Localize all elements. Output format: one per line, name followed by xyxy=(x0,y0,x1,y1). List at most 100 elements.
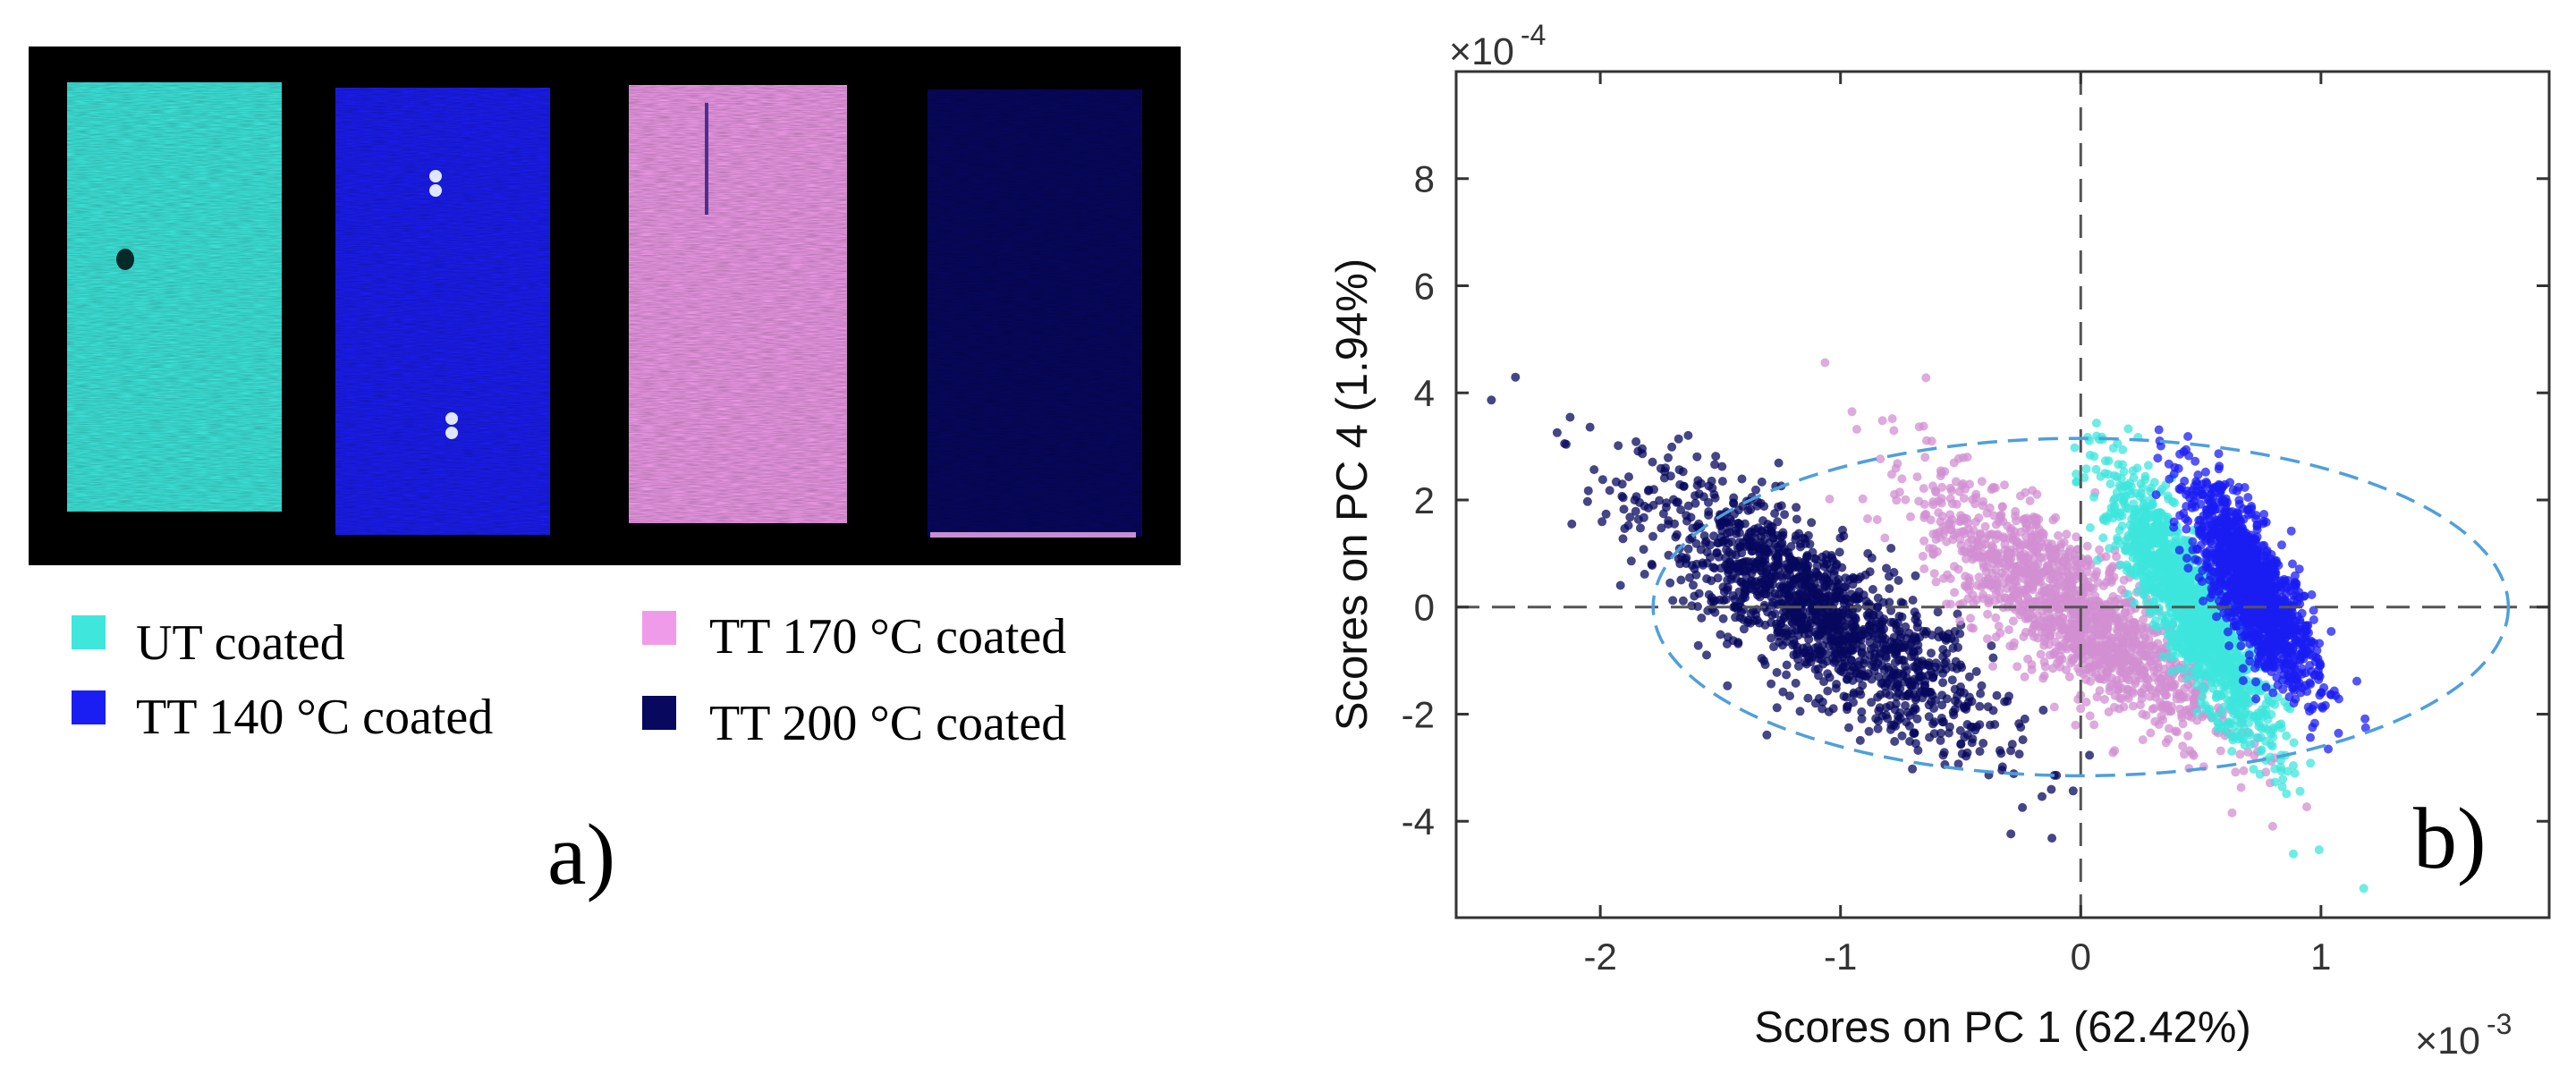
scatter-point xyxy=(2049,702,2059,712)
scatter-point xyxy=(2012,538,2021,547)
scatter-point xyxy=(1615,580,1625,590)
scatter-point xyxy=(1487,395,1496,405)
scatter-point xyxy=(2098,533,2108,543)
scatter-point xyxy=(1760,534,1770,544)
scatter-point xyxy=(2091,419,2101,428)
scatter-point xyxy=(2172,690,2182,699)
scatter-point xyxy=(2197,604,2207,614)
scatter-point xyxy=(2126,606,2136,615)
scatter-point xyxy=(1917,686,1927,696)
scatter-point xyxy=(2117,521,2127,530)
scatter-point xyxy=(1692,452,1702,462)
scatter-point xyxy=(1990,720,2000,729)
scatter-point xyxy=(2015,491,2025,501)
scatter-point xyxy=(1660,467,1670,477)
scatter-point xyxy=(2103,668,2113,678)
scatter-point xyxy=(1929,669,1939,679)
scatter-point xyxy=(1694,589,1704,598)
scatter-point xyxy=(1948,643,1958,653)
scatter-point xyxy=(1873,603,1883,613)
scatter-point xyxy=(2001,593,2010,603)
scatter-point xyxy=(1693,640,1703,650)
scatter-point xyxy=(2217,664,2227,673)
scatter-point xyxy=(2229,709,2239,719)
scatter-point xyxy=(1786,542,1796,551)
scatter-point xyxy=(2153,659,2163,669)
scatter-point xyxy=(2190,597,2200,606)
scatter-point xyxy=(1988,662,1997,671)
scatter-point xyxy=(2089,720,2099,730)
scatter-point xyxy=(1791,678,1801,688)
scatter-point xyxy=(1639,512,1648,522)
scatter-point xyxy=(1822,615,1832,625)
scatter-point xyxy=(2117,673,2127,683)
scatter-point xyxy=(1987,641,1996,650)
legend-item-tt140: TT 140 °C coated xyxy=(72,690,493,745)
scatter-point xyxy=(1936,736,1945,745)
scatter-point xyxy=(1710,596,1720,606)
scatter-point xyxy=(2082,567,2092,577)
scatter-point xyxy=(1678,596,1688,606)
scatter-point xyxy=(2039,671,2049,681)
scatter-point xyxy=(1670,519,1680,529)
scatter-point xyxy=(1742,532,1752,542)
scatter-point xyxy=(2180,749,2189,759)
scatter-point xyxy=(2267,698,2276,707)
scatter-point xyxy=(1898,598,1908,608)
scatter-point xyxy=(1881,641,1891,651)
scatter-point xyxy=(1709,531,1718,541)
scatter-point xyxy=(2159,677,2168,687)
scatter-point xyxy=(2235,686,2245,696)
scatter-point xyxy=(1757,477,1767,487)
scatter-point xyxy=(1744,562,1754,572)
scatter-point xyxy=(1801,659,1811,669)
scatter-point xyxy=(2326,627,2336,636)
scatter-point xyxy=(2062,597,2072,606)
scatter-point xyxy=(1864,726,1874,736)
scatter-point xyxy=(1674,497,1682,507)
scatter-point xyxy=(2250,750,2259,760)
scatter-point xyxy=(2274,720,2284,730)
scatter-point xyxy=(2183,432,2193,441)
scatter-point xyxy=(2150,553,2159,563)
scatter-point xyxy=(1938,668,1948,678)
scatter-point xyxy=(1724,568,1733,578)
scatter-point xyxy=(2183,711,2193,721)
scatter-point xyxy=(2289,738,2299,748)
scatter-point xyxy=(1780,584,1790,594)
scatter-point xyxy=(1963,518,1973,528)
scatter-point xyxy=(1902,717,1911,727)
scatter-point xyxy=(1815,630,1825,639)
scatter-point xyxy=(1699,531,1709,540)
scatter-point xyxy=(1839,596,1849,605)
scatter-point xyxy=(2085,656,2095,666)
scatter-point xyxy=(2076,704,2086,714)
specimen-ut xyxy=(67,82,282,512)
scatter-point xyxy=(2104,456,2114,466)
scatter-point xyxy=(1697,614,1707,622)
scatter-point xyxy=(1910,703,1919,713)
scatter-point xyxy=(2106,479,2115,488)
scatter-point xyxy=(2045,650,2055,660)
scatter-point xyxy=(1748,541,1758,551)
scatter-point xyxy=(2207,677,2216,687)
scatter-point xyxy=(1838,652,1848,662)
scatter-point xyxy=(1908,596,1918,605)
scatter-point xyxy=(1843,702,1852,711)
scatter-point xyxy=(2085,711,2095,721)
scatter-point xyxy=(1878,678,1888,688)
scatter-point xyxy=(1665,578,1675,588)
scatter-point xyxy=(1597,517,1607,527)
scatter-point xyxy=(2183,563,2193,573)
scatter-point xyxy=(2163,700,2172,710)
scatter-point xyxy=(2182,524,2191,534)
scatter-point xyxy=(1676,505,1686,514)
scatter-point xyxy=(2138,709,2148,719)
scatter-point xyxy=(1872,515,1882,524)
scatter-point xyxy=(1774,458,1784,468)
scatter-point xyxy=(1942,694,1952,704)
scatter-point xyxy=(1901,495,1911,504)
scatter-point xyxy=(2227,747,2237,756)
scatter-point xyxy=(2134,552,2144,562)
scatter-point xyxy=(1814,654,1824,664)
